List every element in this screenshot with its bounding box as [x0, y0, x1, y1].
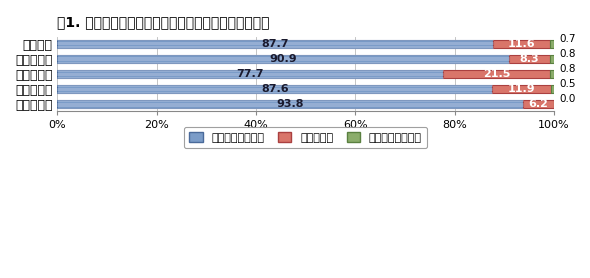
Bar — [523, 100, 554, 108]
Text: 11.6: 11.6 — [508, 39, 536, 49]
Text: 0.8: 0.8 — [559, 64, 575, 74]
Text: 90.9: 90.9 — [269, 54, 297, 64]
Bar — [443, 70, 550, 78]
Bar — [492, 85, 552, 93]
Text: 0.5: 0.5 — [559, 79, 575, 89]
Text: 0.8: 0.8 — [559, 49, 575, 59]
Text: 6.2: 6.2 — [529, 99, 549, 109]
Text: 87.7: 87.7 — [261, 39, 289, 49]
Bar — [550, 55, 554, 63]
Text: 93.8: 93.8 — [277, 99, 304, 109]
Bar — [550, 41, 554, 48]
Bar — [552, 85, 554, 93]
Bar — [493, 41, 550, 48]
Text: 0.7: 0.7 — [559, 34, 575, 44]
Legend: コストが上がった, 変わらない, コストが下がった: コストが上がった, 変わらない, コストが下がった — [184, 127, 427, 148]
Text: 8.3: 8.3 — [520, 54, 539, 64]
Bar — [57, 85, 492, 93]
Text: 図1. 原材料や光熱等の価格変動によるコストへの影響: 図1. 原材料や光熱等の価格変動によるコストへの影響 — [57, 15, 270, 29]
Text: 0.0: 0.0 — [559, 94, 575, 104]
Bar — [57, 70, 443, 78]
Bar — [57, 55, 509, 63]
Bar — [57, 41, 493, 48]
Text: 21.5: 21.5 — [483, 69, 510, 79]
Text: 11.9: 11.9 — [508, 84, 536, 94]
Bar — [57, 100, 523, 108]
Text: 87.6: 87.6 — [261, 84, 289, 94]
Bar — [550, 70, 554, 78]
Bar — [509, 55, 550, 63]
Text: 77.7: 77.7 — [237, 69, 264, 79]
